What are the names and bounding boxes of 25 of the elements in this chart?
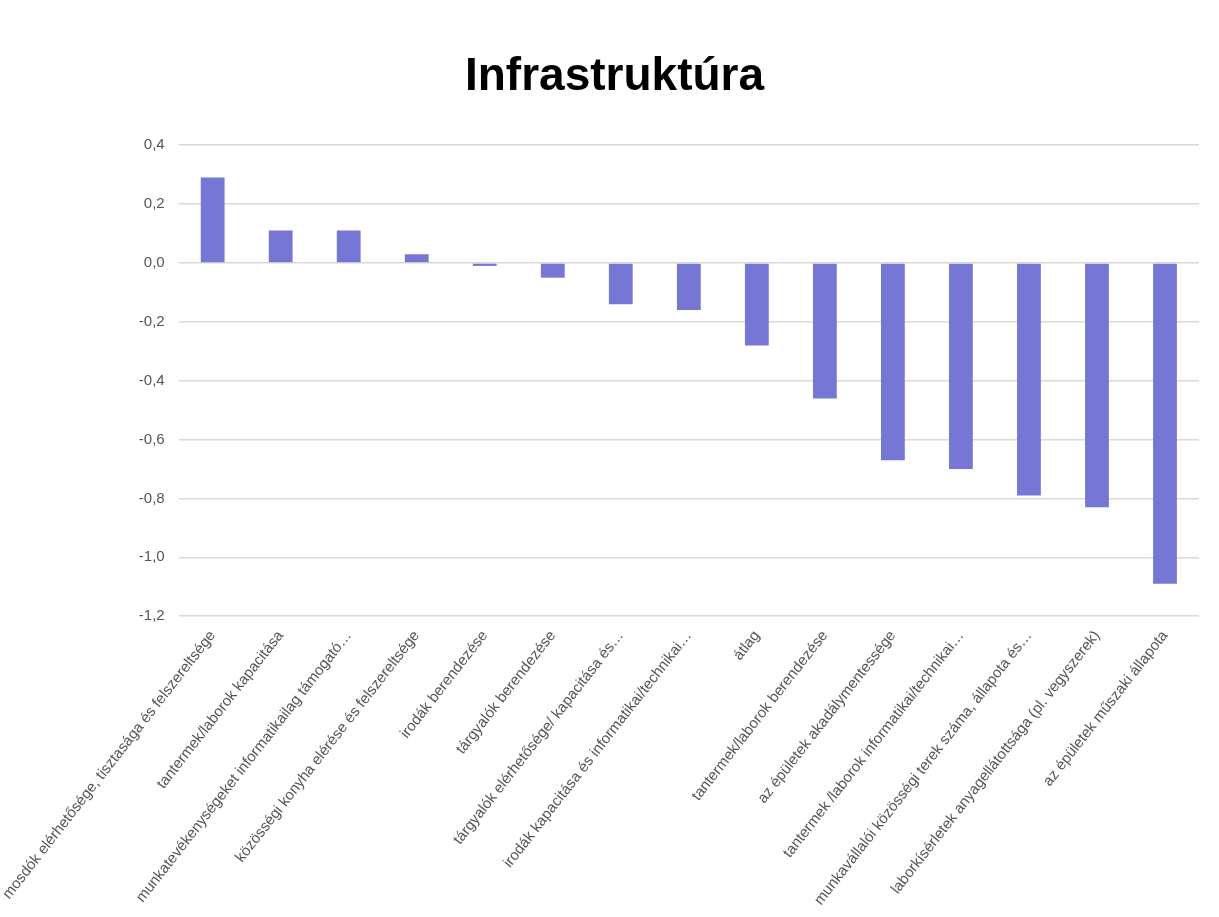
y-tick-label: -0,8 [138,488,165,506]
bar [404,254,429,263]
bar [472,263,497,266]
bar [1153,263,1177,584]
y-tick-label: 0,2 [143,194,165,212]
bar [1017,263,1041,496]
bar [336,230,361,263]
y-tick-label: 0,0 [143,253,165,271]
bar [540,263,565,278]
y-tick-label: -1,0 [138,547,165,565]
chart-title: Infrastruktúra [464,48,765,101]
bar [608,263,633,305]
bar [744,263,769,346]
bar [200,177,225,263]
bar [268,230,293,263]
y-tick-label: -0,6 [138,429,165,447]
y-tick-label: -0,4 [138,370,165,388]
y-tick-label: -1,2 [138,606,165,624]
bar [676,263,701,311]
bar [1085,263,1109,508]
bar [949,263,973,470]
bar [880,263,905,461]
bar [812,263,837,399]
y-tick-label: 0,4 [143,135,165,153]
y-tick-label: -0,2 [138,311,165,329]
